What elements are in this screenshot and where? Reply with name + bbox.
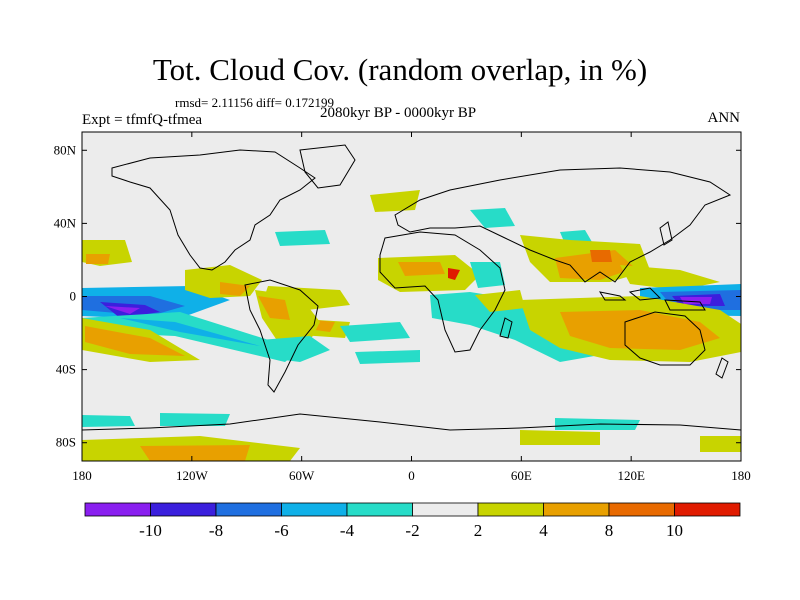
colorbar-label: 10 [666,521,683,540]
lon-tick-label: 60W [289,468,315,483]
colorbar-swatch [543,502,610,517]
colorbar-swatch [412,502,479,517]
lon-tick-label: 0 [408,468,415,483]
colorbar-swatch [281,502,348,517]
season-label: ANN [707,110,741,126]
lat-tick-label: 0 [70,289,77,304]
colorbar-label: -8 [209,521,223,540]
colorbar-swatch [674,502,741,517]
colorbar-swatch [215,502,282,517]
colorbar: -10 -8 -6 -4 -2 2 4 8 10 [84,502,741,540]
longitude-axis: 180 120W 60W 0 60E 120E 180 [72,132,751,483]
colorbar-swatch [608,502,675,517]
plot-title: Tot. Cloud Cov. (random overlap, in %) [152,52,648,87]
anomaly-field [82,190,741,461]
coastlines [82,144,741,431]
lon-tick-label: 120E [617,468,645,483]
lat-tick-label: 40S [56,362,76,377]
colorbar-label: -6 [274,521,288,540]
lon-tick-label: 180 [72,468,92,483]
latitude-axis: 80N 40N 0 40S 80S [54,142,741,450]
colorbar-label: 8 [605,521,614,540]
colorbar-label: -10 [139,521,162,540]
lat-tick-label: 80N [54,142,77,157]
colorbar-label: 2 [474,521,483,540]
colorbar-label: -4 [340,521,355,540]
experiment-label: Expt = tfmfQ-tfmea [82,112,203,128]
lon-tick-label: 60E [511,468,532,483]
colorbar-swatch [346,502,413,517]
colorbar-label: -2 [405,521,419,540]
colorbar-swatch [84,502,151,517]
stats-text: rmsd= 2.11156 diff= 0.172199 [175,95,334,110]
colorbar-swatch [150,502,217,517]
colorbar-swatch [477,502,544,517]
lon-tick-label: 180 [731,468,751,483]
period-label: 2080kyr BP - 0000kyr BP [320,105,477,121]
colorbar-label: 4 [539,521,548,540]
lat-tick-label: 40N [54,215,77,230]
lon-tick-label: 120W [176,468,209,483]
lat-tick-label: 80S [56,435,76,450]
